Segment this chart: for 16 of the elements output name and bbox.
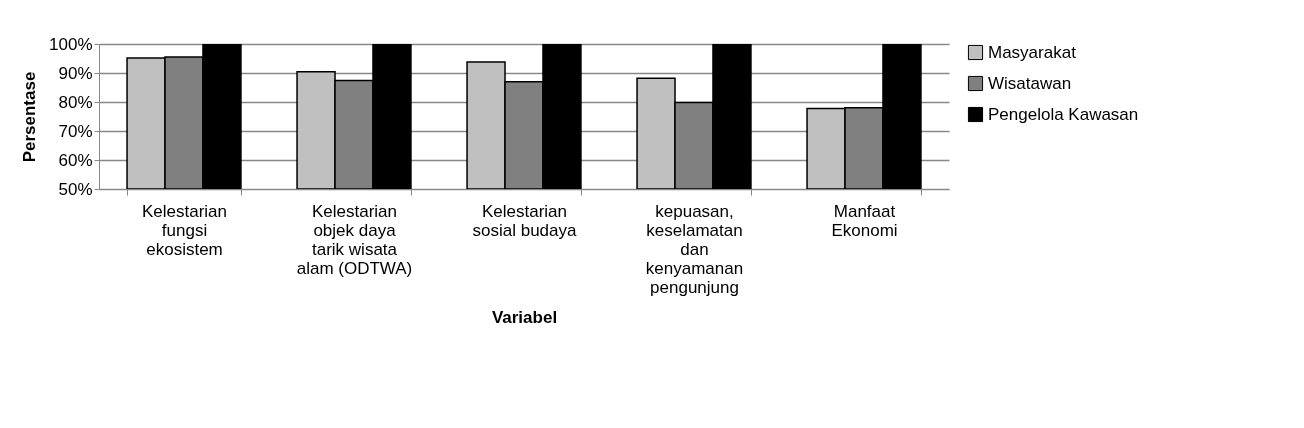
legend-label: Wisatawan xyxy=(988,73,1072,93)
legend-label: Masyarakat xyxy=(988,42,1077,62)
y-tick-label: 80% xyxy=(58,92,93,112)
x-tick-label: kepuasan, keselamatan dan kenyamanan pengunjung xyxy=(645,201,744,297)
y-axis-title: Persentase xyxy=(20,71,40,163)
y-tick-label: 70% xyxy=(58,121,93,141)
y-tick-label: 50% xyxy=(58,179,93,199)
x-tick-label: Kelestarian sosial budaya xyxy=(472,201,578,240)
y-tick-label: 100% xyxy=(49,34,93,54)
x-axis-title: Variabel xyxy=(491,307,558,327)
y-tick-label: 60% xyxy=(58,150,93,170)
x-tick-label: Manfaat Ekonomi xyxy=(831,201,898,240)
legend-label: Pengelola Kawasan xyxy=(988,104,1139,124)
x-tick-label: Kelestarian objek daya tarik wisata alam (ODTWA) xyxy=(296,201,413,278)
x-tick-label: Kelestarian fungsi ekosistem xyxy=(141,201,228,259)
y-tick-label: 90% xyxy=(58,63,93,83)
